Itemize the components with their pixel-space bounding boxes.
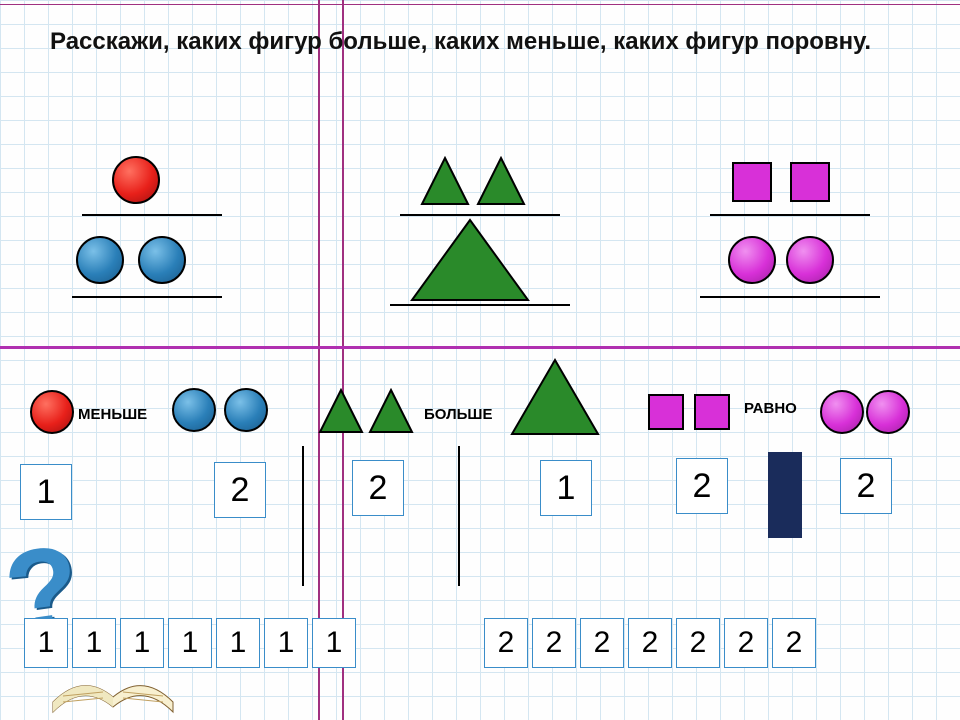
- cmp-tri-2: [368, 388, 414, 434]
- blue-circle-1: [76, 236, 124, 284]
- cmp-mag-2: [866, 390, 910, 434]
- line-g3-top: [710, 214, 870, 216]
- cmp-sq-1: [648, 394, 684, 430]
- line-g1-bot: [72, 296, 222, 298]
- num-2b: 1: [540, 460, 592, 516]
- num-1a: 1: [20, 464, 72, 520]
- bottom-num: 2: [484, 618, 528, 668]
- num-3b: 2: [840, 458, 892, 514]
- bottom-num: 1: [216, 618, 260, 668]
- sep-1: [302, 446, 304, 586]
- label-more: БОЛЬШЕ: [424, 406, 492, 423]
- content-layer: Расскажи, каких фигур больше, каких мень…: [0, 0, 960, 720]
- bottom-num: 1: [24, 618, 68, 668]
- magenta-circle-1: [728, 236, 776, 284]
- blue-circle-2: [138, 236, 186, 284]
- line-g3-bot: [700, 296, 880, 298]
- divider: [0, 346, 960, 349]
- cmp-tri-1: [318, 388, 364, 434]
- line-g1-top: [82, 214, 222, 216]
- magenta-square-1: [732, 162, 772, 202]
- red-circle: [112, 156, 160, 204]
- bottom-num: 2: [676, 618, 720, 668]
- cmp-blue-2: [224, 388, 268, 432]
- bottom-num: 2: [772, 618, 816, 668]
- task-title: Расскажи, каких фигур больше, каких мень…: [50, 26, 920, 58]
- green-triangle-small-1: [420, 156, 470, 206]
- bottom-num: 1: [72, 618, 116, 668]
- bottom-num: 2: [724, 618, 768, 668]
- cmp-tri-large: [510, 358, 600, 436]
- cmp-mag-1: [820, 390, 864, 434]
- line-g2-top: [400, 214, 560, 216]
- cmp-sq-2: [694, 394, 730, 430]
- bottom-num: 2: [628, 618, 672, 668]
- num-1b: 2: [214, 462, 266, 518]
- bottom-num: 1: [120, 618, 164, 668]
- green-triangle-small-2: [476, 156, 526, 206]
- num-3a: 2: [676, 458, 728, 514]
- magenta-circle-2: [786, 236, 834, 284]
- bottom-num: 1: [312, 618, 356, 668]
- line-g2-bot: [390, 304, 570, 306]
- cmp-red-circle: [30, 390, 74, 434]
- bottom-num: 1: [168, 618, 212, 668]
- sep-2: [458, 446, 460, 586]
- magenta-square-2: [790, 162, 830, 202]
- label-less: МЕНЬШЕ: [78, 406, 147, 423]
- label-equal: РАВНО: [744, 400, 797, 417]
- dark-block: [768, 452, 802, 538]
- bottom-num: 1: [264, 618, 308, 668]
- bottom-num: 2: [532, 618, 576, 668]
- green-triangle-large: [410, 218, 530, 302]
- num-2a: 2: [352, 460, 404, 516]
- cmp-blue-1: [172, 388, 216, 432]
- bottom-num: 2: [580, 618, 624, 668]
